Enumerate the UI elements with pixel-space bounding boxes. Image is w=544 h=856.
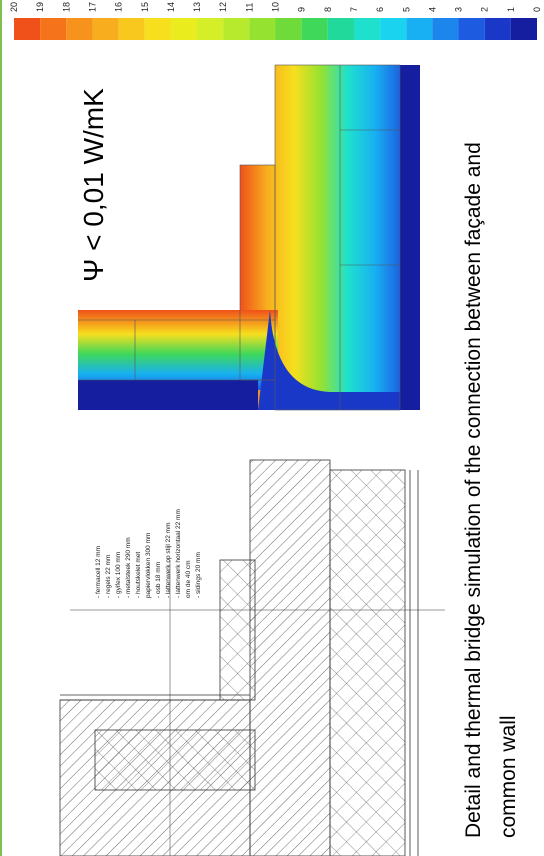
material-label: papiervlokken 300 mm [145,533,152,598]
scale-label: 18 [61,2,71,12]
material-label: - metalsteek 290 mm [125,537,132,598]
scale-cell [40,18,66,40]
scale-cell [302,18,328,40]
scale-cell [14,18,40,40]
page: 20191817161514131211109876543210 - ferma… [0,0,544,856]
material-label: om de 40 cm [185,560,192,598]
material-label: - osb 18 mm [155,562,162,598]
scale-label: 13 [192,2,202,12]
caption-line: common wall [497,715,520,838]
scale-cell [197,18,223,40]
scale-cell [223,18,249,40]
thermal-simulation [78,65,420,410]
scale-label: 10 [271,2,281,12]
material-label: - gyifex 100 mm [115,552,122,598]
psi-value: Ψ < 0,01 W/mK [78,88,109,282]
scale-label: 7 [349,7,359,12]
scale-label: 0 [532,7,542,12]
scale-label: 1 [506,7,516,12]
scale-cell [511,18,537,40]
scale-cell [328,18,354,40]
scale-cell [119,18,145,40]
scale-cell [432,18,458,40]
material-label: - lattenwerk op stijl 22 mm [165,523,172,599]
caption-line: Detail and thermal bridge simulation of … [462,142,485,838]
scale-cell [354,18,380,40]
scale-label: 9 [297,7,307,12]
material-label: - lattenwerk horizontaal 22 mm [175,509,182,598]
scale-cell [380,18,406,40]
material-label: - fermacell 12 mm [95,546,102,598]
scale-label: 4 [427,7,437,12]
scale-label: 5 [401,7,411,12]
material-label: - regels 22 mm [105,555,112,598]
scale-label: 3 [454,7,464,12]
scale-label: 20 [9,2,19,12]
scale-cell [276,18,302,40]
scale-label: 14 [166,2,176,12]
technical-drawing [60,460,445,856]
scale-cell [66,18,92,40]
material-label: - sidings 20 mm [195,552,202,598]
scale-cell [406,18,432,40]
scale-label: 2 [480,7,490,12]
scale-label: 11 [244,3,254,12]
scale-label: 6 [375,7,385,12]
scale-cell [459,18,485,40]
scale-label: 17 [87,2,97,12]
scale-label: 19 [35,2,45,12]
scale-label: 15 [140,2,150,12]
scale-cell [171,18,197,40]
scale-cell [145,18,171,40]
scale-cell [249,18,275,40]
scale-cell [485,18,511,40]
scale-label: 8 [323,7,333,12]
material-label: - houtskelet met [135,552,142,598]
scale-label: 16 [114,2,124,12]
scale-cell [92,18,118,40]
scale-label: 12 [218,2,228,12]
material-list: - fermacell 12 mm- regels 22 mm- gyifex … [95,509,202,598]
